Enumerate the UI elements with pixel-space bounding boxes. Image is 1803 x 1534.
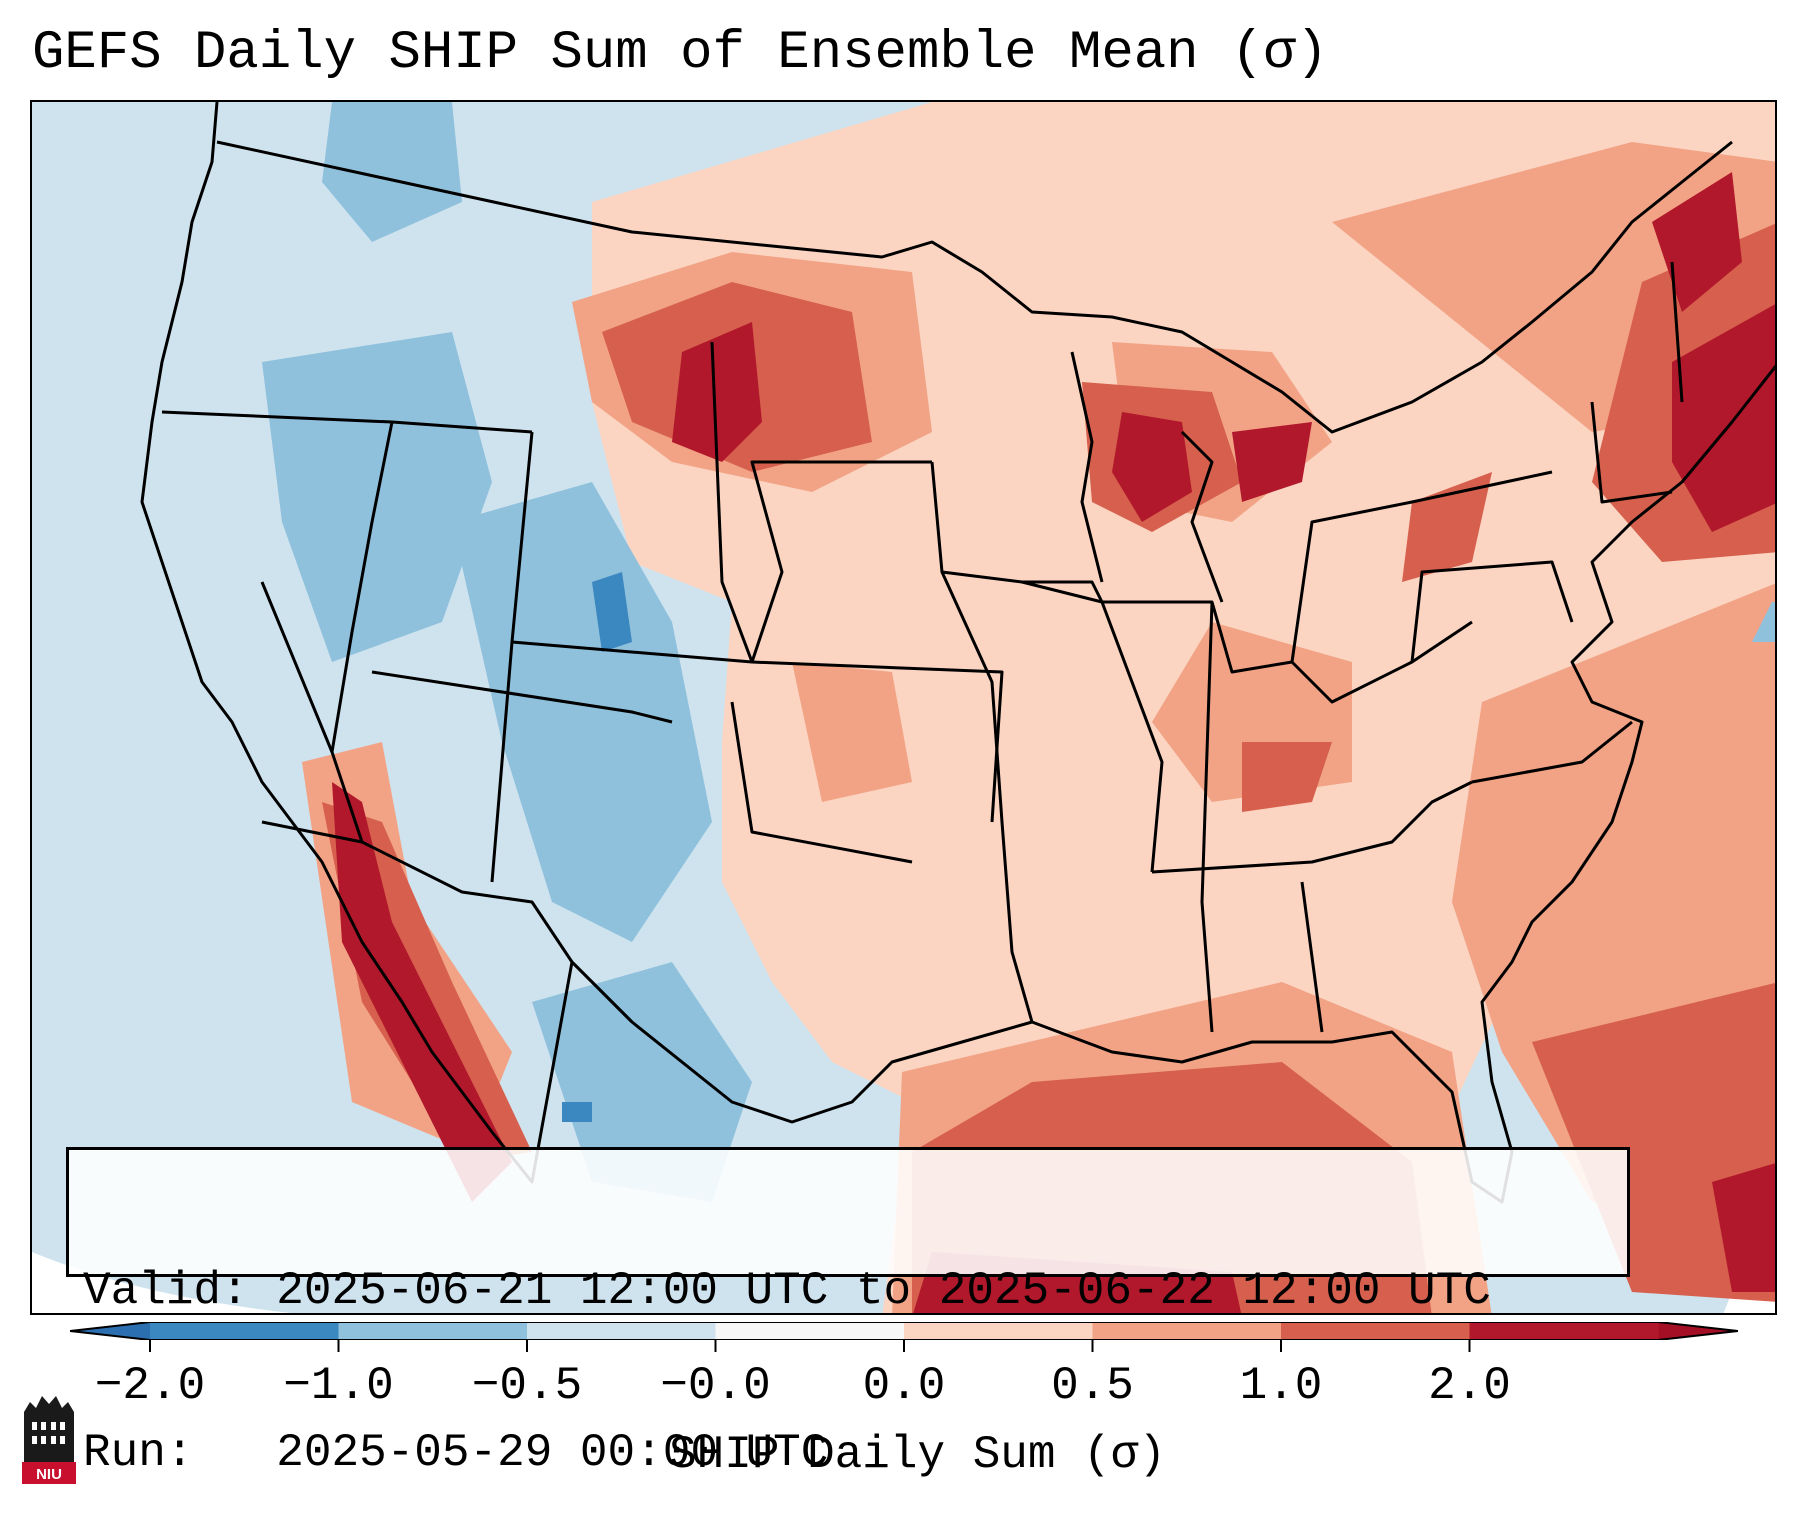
anomaly-map (30, 100, 1777, 1315)
run-label: Run: (83, 1427, 194, 1479)
valid-label: Valid: (83, 1265, 249, 1317)
colorbar-segment (1469, 1322, 1659, 1340)
us-outline (140, 102, 1775, 1204)
colorbar-tick-label: 1.0 (1239, 1360, 1323, 1412)
map-title: GEFS Daily SHIP Sum of Ensemble Mean (σ) (32, 23, 1329, 84)
niu-logo-banner (22, 1462, 76, 1484)
colorbar (70, 1322, 1738, 1340)
valid-text: 2025-06-21 12:00 UTC to 2025-06-22 12:00… (276, 1265, 1491, 1317)
anomaly-band-neg1p0 (562, 572, 632, 1122)
offgrid-corner (32, 1252, 291, 1313)
run-text: 2025-05-29 00:00 UTC (276, 1427, 829, 1479)
niu-logo-text: NIU (36, 1466, 62, 1483)
colorbar-segment (1281, 1322, 1470, 1340)
colorbar-tick-label: 2.0 (1428, 1360, 1511, 1412)
colorbar-ticks (149, 1340, 1471, 1352)
niu-logo-tower (24, 1396, 74, 1462)
colorbar-extend-high (1658, 1322, 1738, 1340)
colorbar-segment (527, 1322, 716, 1340)
colorbar-label: SHIP Daily Sum (σ) (669, 1429, 1166, 1481)
colorbar-segment (715, 1322, 905, 1340)
colorbar-extend-low (70, 1322, 150, 1340)
colorbar-tick-label: −2.0 (94, 1360, 206, 1412)
colorbar-tick-label: 0.5 (1051, 1360, 1134, 1412)
colorbar-tick-label: −0.0 (660, 1360, 771, 1412)
colorbar-tick-label: −1.0 (283, 1360, 394, 1412)
mexico-border (261, 820, 634, 1024)
colorbar-segment (1092, 1322, 1282, 1340)
colorbar-segment (904, 1322, 1093, 1340)
colorbar-segment (150, 1322, 339, 1340)
colorbar-segment (338, 1322, 528, 1340)
valid-run-info-box: Valid: 2025-06-21 12:00 UTC to 2025-06-2… (66, 1147, 1630, 1479)
map-canvas (32, 102, 1775, 1313)
valid-line: Valid: 2025-06-21 12:00 UTC to 2025-06-2… (83, 1264, 1627, 1318)
niu-logo: NIU (22, 1396, 76, 1484)
run-line: Run: 2025-05-29 00:00 UTC (83, 1426, 1627, 1480)
canada-border (216, 140, 1733, 434)
colorbar-tick-label: 0.0 (862, 1360, 946, 1412)
political-boundaries (140, 102, 1775, 1204)
colorbar-tick-label: −0.5 (471, 1360, 583, 1412)
